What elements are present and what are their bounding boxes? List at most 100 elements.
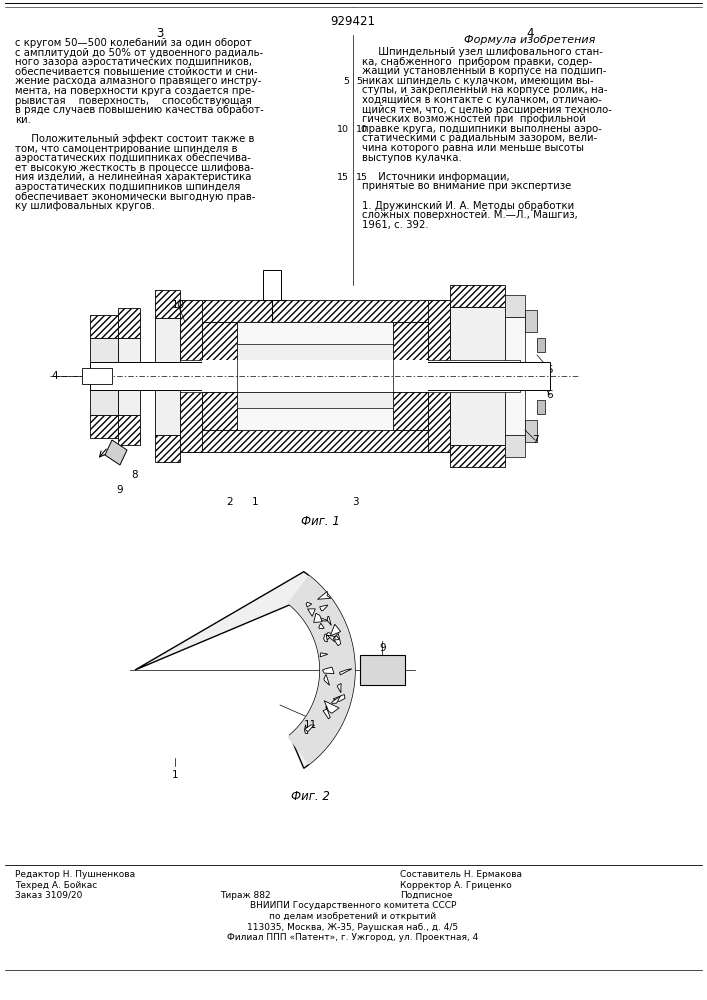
Text: 1: 1 — [252, 497, 258, 507]
Text: Положительный эффект состоит также в: Положительный эффект состоит также в — [15, 134, 255, 144]
Text: 11: 11 — [303, 720, 317, 730]
Bar — [537, 400, 545, 414]
Text: Корректор А. Гриценко: Корректор А. Гриценко — [400, 880, 512, 890]
Polygon shape — [324, 674, 329, 685]
Text: 1: 1 — [172, 770, 178, 780]
Text: 15: 15 — [337, 173, 349, 182]
Text: Фиг. 1: Фиг. 1 — [300, 515, 339, 528]
Text: 10: 10 — [356, 125, 368, 134]
Bar — [82, 368, 112, 384]
Bar — [505, 317, 525, 435]
Bar — [450, 445, 505, 467]
Bar — [202, 392, 237, 430]
Text: с кругом 50—500 колебаний за один оборот: с кругом 50—500 колебаний за один оборот — [15, 38, 252, 48]
Text: Филиал ППП «Патент», г. Ужгород, ул. Проектная, 4: Филиал ППП «Патент», г. Ужгород, ул. Про… — [228, 933, 479, 942]
Bar — [525, 420, 537, 442]
Text: мента, на поверхности круга создается пре-: мента, на поверхности круга создается пр… — [15, 86, 255, 96]
Text: Техред А. Бойкас: Техред А. Бойкас — [15, 880, 98, 890]
Text: 7: 7 — [532, 435, 538, 445]
Polygon shape — [320, 605, 328, 611]
Text: 9: 9 — [117, 485, 123, 495]
Text: 15: 15 — [356, 173, 368, 182]
Polygon shape — [306, 602, 312, 607]
Bar — [155, 318, 180, 435]
Bar — [155, 435, 180, 462]
Text: Составитель Н. Ермакова: Составитель Н. Ермакова — [400, 870, 522, 879]
Polygon shape — [332, 696, 340, 703]
Text: Заказ 3109/20: Заказ 3109/20 — [15, 891, 83, 900]
Polygon shape — [287, 575, 355, 765]
Text: в ряде случаев повышению качества обработ-: в ряде случаев повышению качества обрабо… — [15, 105, 264, 115]
Text: Источники информации,: Источники информации, — [362, 172, 510, 182]
Text: статическими с радиальным зазором, вели-: статическими с радиальным зазором, вели- — [362, 133, 597, 143]
Text: 5: 5 — [343, 77, 349, 86]
Text: 4: 4 — [526, 27, 534, 40]
Polygon shape — [322, 667, 334, 674]
Polygon shape — [305, 725, 315, 732]
Text: никах шпиндель с кулачком, имеющим вы-: никах шпиндель с кулачком, имеющим вы- — [362, 76, 593, 86]
Polygon shape — [105, 440, 127, 465]
Text: 1961, с. 392.: 1961, с. 392. — [362, 220, 428, 230]
Text: 3: 3 — [351, 497, 358, 507]
Text: Шпиндельный узел шлифовального стан-: Шпиндельный узел шлифовального стан- — [362, 47, 603, 57]
Polygon shape — [333, 695, 345, 702]
Text: ка, снабженного  прибором правки, содер-: ка, снабженного прибором правки, содер- — [362, 57, 592, 67]
Bar — [90, 362, 550, 390]
Text: 5: 5 — [356, 77, 362, 86]
Bar — [180, 360, 520, 392]
Text: ки.: ки. — [15, 115, 31, 125]
Bar — [118, 338, 140, 415]
Bar — [118, 308, 140, 338]
Text: ку шлифовальных кругов.: ку шлифовальных кругов. — [15, 201, 155, 211]
Bar — [393, 322, 428, 360]
Bar — [237, 392, 393, 408]
Text: обеспечивает экономически выгодную прав-: обеспечивает экономически выгодную прав- — [15, 192, 255, 202]
Bar — [525, 310, 537, 332]
Text: принятые во внимание при экспертизе: принятые во внимание при экспертизе — [362, 181, 571, 191]
Bar — [360, 655, 405, 685]
Bar — [90, 315, 118, 338]
Bar — [537, 338, 545, 352]
Polygon shape — [314, 613, 322, 622]
Text: аэростатических подшипниках обеспечива-: аэростатических подшипниках обеспечива- — [15, 153, 251, 163]
Polygon shape — [325, 632, 334, 640]
Text: 5: 5 — [547, 365, 554, 375]
Bar — [180, 430, 450, 452]
Polygon shape — [339, 669, 352, 675]
Text: том, что самоцентрирование шпинделя в: том, что самоцентрирование шпинделя в — [15, 144, 238, 154]
Polygon shape — [308, 609, 315, 616]
Polygon shape — [317, 591, 331, 599]
Text: Тираж 882: Тираж 882 — [220, 891, 270, 900]
Text: ходящийся в контакте с кулачком, отличаю-: ходящийся в контакте с кулачком, отличаю… — [362, 95, 602, 105]
Text: чина которого равна или меньше высоты: чина которого равна или меньше высоты — [362, 143, 584, 153]
Text: 3: 3 — [156, 27, 164, 40]
Text: 8: 8 — [132, 470, 139, 480]
Text: 10: 10 — [337, 125, 349, 134]
Text: правке круга, подшипники выполнены аэро-: правке круга, подшипники выполнены аэро- — [362, 124, 602, 134]
Text: Фиг. 2: Фиг. 2 — [291, 790, 329, 803]
Polygon shape — [327, 616, 332, 625]
Text: сложных поверхностей. М.—Л., Машгиз,: сложных поверхностей. М.—Л., Машгиз, — [362, 210, 578, 220]
Polygon shape — [135, 572, 355, 768]
Bar — [393, 392, 428, 430]
Bar — [202, 360, 428, 392]
Text: рывистая    поверхность,    способствующая: рывистая поверхность, способствующая — [15, 96, 252, 106]
Text: ного зазора аэростатических подшипников,: ного зазора аэростатических подшипников, — [15, 57, 252, 67]
Bar — [263, 270, 281, 300]
Text: ет высокую жесткость в процессе шлифова-: ет высокую жесткость в процессе шлифова- — [15, 163, 254, 173]
Text: 113035, Москва, Ж-35, Раушская наб., д. 4/5: 113035, Москва, Ж-35, Раушская наб., д. … — [247, 922, 459, 932]
Bar — [155, 290, 180, 318]
Polygon shape — [320, 653, 327, 657]
Bar — [428, 300, 450, 452]
Text: 9: 9 — [379, 643, 386, 653]
Text: выступов кулачка.: выступов кулачка. — [362, 153, 462, 163]
Bar — [202, 322, 237, 360]
Polygon shape — [334, 636, 339, 640]
Text: a: a — [307, 371, 313, 381]
Bar — [90, 415, 118, 438]
Bar — [180, 300, 450, 322]
Polygon shape — [323, 706, 330, 719]
Bar — [118, 415, 140, 445]
Bar — [450, 285, 505, 307]
Text: 929421: 929421 — [330, 15, 375, 28]
